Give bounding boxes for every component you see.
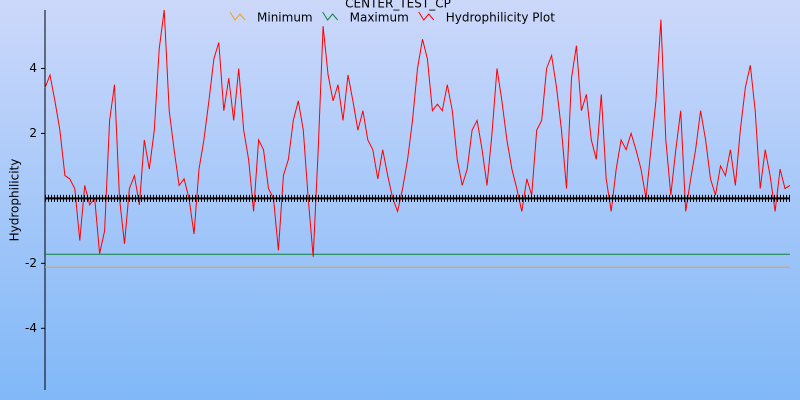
series-line <box>44 9 791 257</box>
y-tick-label: 4 <box>29 61 37 75</box>
chart-title: CENTER_TEST_CP <box>345 0 451 11</box>
legend-icon <box>322 11 339 21</box>
y-tick-label: 2 <box>29 126 37 140</box>
y-tick-label: -2 <box>25 256 37 270</box>
y-tick-label: -4 <box>25 321 37 335</box>
legend-icon <box>229 11 246 21</box>
legend-label: Hydrophilicity Plot <box>446 11 555 25</box>
legend-label: Maximum <box>350 11 409 25</box>
legend-label: Minimum <box>257 11 313 25</box>
y-axis-label: Hydrophilicity <box>8 159 22 242</box>
legend-icon <box>418 11 435 21</box>
